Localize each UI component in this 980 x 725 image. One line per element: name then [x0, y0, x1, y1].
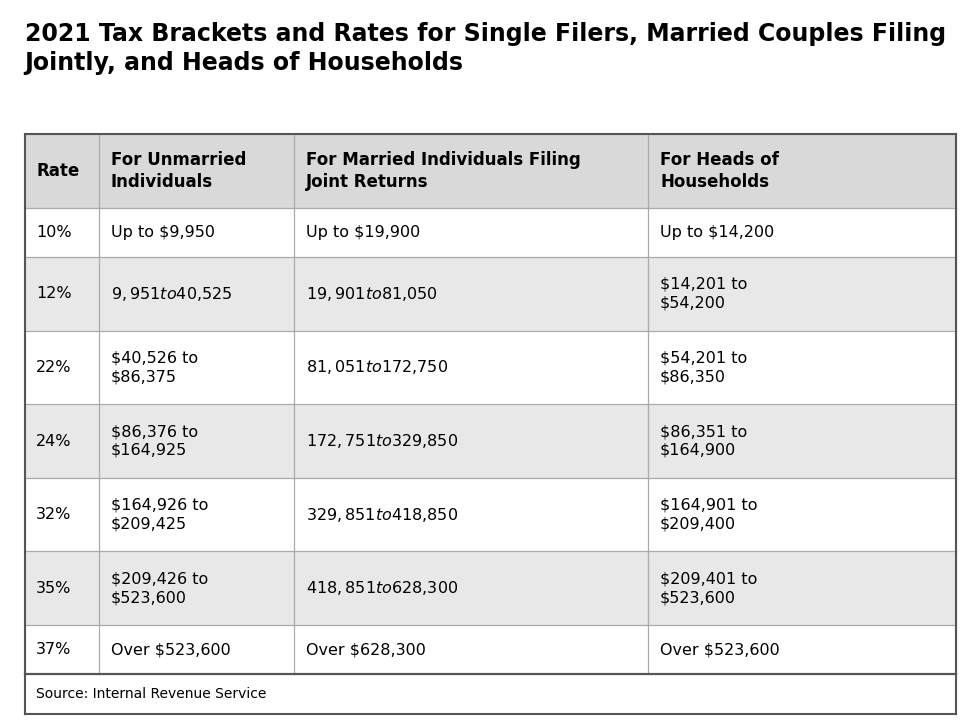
Text: $9,951 to $40,525: $9,951 to $40,525: [111, 285, 232, 303]
Bar: [294, 331, 648, 405]
Text: $172,751 to $329,850: $172,751 to $329,850: [306, 432, 459, 450]
Bar: [24, 208, 99, 257]
Bar: [99, 134, 294, 208]
Bar: [99, 478, 294, 552]
Text: Over $523,600: Over $523,600: [661, 642, 780, 657]
Bar: [99, 257, 294, 331]
Text: $329,851 to $418,850: $329,851 to $418,850: [306, 505, 459, 523]
Bar: [649, 625, 956, 674]
Text: $81,051 to $172,750: $81,051 to $172,750: [306, 358, 449, 376]
Bar: [24, 257, 99, 331]
Text: 22%: 22%: [36, 360, 72, 375]
Bar: [99, 625, 294, 674]
Text: $164,926 to
$209,425: $164,926 to $209,425: [111, 498, 208, 531]
Bar: [294, 405, 648, 478]
Bar: [99, 552, 294, 625]
Text: 35%: 35%: [36, 581, 72, 596]
Text: Up to $14,200: Up to $14,200: [661, 225, 774, 240]
Text: $209,426 to
$523,600: $209,426 to $523,600: [111, 571, 208, 605]
Bar: [24, 134, 99, 208]
Bar: [24, 552, 99, 625]
Bar: [649, 208, 956, 257]
Text: For Heads of
Households: For Heads of Households: [661, 151, 779, 191]
Text: $209,401 to
$523,600: $209,401 to $523,600: [661, 571, 758, 605]
Text: 12%: 12%: [36, 286, 72, 301]
Bar: [294, 625, 648, 674]
Text: 37%: 37%: [36, 642, 72, 657]
Bar: [649, 552, 956, 625]
Bar: [294, 552, 648, 625]
Bar: [649, 257, 956, 331]
Text: $19,901 to $81,050: $19,901 to $81,050: [306, 285, 438, 303]
Text: $86,351 to
$164,900: $86,351 to $164,900: [661, 424, 748, 457]
Text: Source: Internal Revenue Service: Source: Internal Revenue Service: [36, 687, 267, 701]
Bar: [294, 478, 648, 552]
Bar: [24, 674, 956, 714]
Bar: [294, 208, 648, 257]
Text: $164,901 to
$209,400: $164,901 to $209,400: [661, 498, 758, 531]
Text: Rate: Rate: [36, 162, 79, 180]
Bar: [649, 331, 956, 405]
Bar: [24, 331, 99, 405]
Text: 10%: 10%: [36, 225, 72, 240]
Bar: [649, 405, 956, 478]
Bar: [649, 478, 956, 552]
Text: Over $628,300: Over $628,300: [306, 642, 426, 657]
Bar: [99, 208, 294, 257]
Bar: [24, 625, 99, 674]
Text: Up to $9,950: Up to $9,950: [111, 225, 215, 240]
Text: For Unmarried
Individuals: For Unmarried Individuals: [111, 151, 246, 191]
Text: Up to $19,900: Up to $19,900: [306, 225, 420, 240]
Text: $418,851 to $628,300: $418,851 to $628,300: [306, 579, 459, 597]
Text: Over $523,600: Over $523,600: [111, 642, 230, 657]
Bar: [294, 134, 648, 208]
Bar: [99, 405, 294, 478]
Text: $40,526 to
$86,375: $40,526 to $86,375: [111, 351, 198, 384]
Text: For Married Individuals Filing
Joint Returns: For Married Individuals Filing Joint Ret…: [306, 151, 581, 191]
Bar: [99, 331, 294, 405]
Text: $54,201 to
$86,350: $54,201 to $86,350: [661, 351, 748, 384]
Text: 32%: 32%: [36, 507, 72, 522]
Bar: [294, 257, 648, 331]
Bar: [24, 478, 99, 552]
Text: 2021 Tax Brackets and Rates for Single Filers, Married Couples Filing
Jointly, a: 2021 Tax Brackets and Rates for Single F…: [24, 22, 946, 75]
Text: 24%: 24%: [36, 434, 72, 449]
Bar: [649, 134, 956, 208]
Text: $86,376 to
$164,925: $86,376 to $164,925: [111, 424, 198, 457]
Bar: [24, 405, 99, 478]
Text: $14,201 to
$54,200: $14,201 to $54,200: [661, 277, 748, 310]
